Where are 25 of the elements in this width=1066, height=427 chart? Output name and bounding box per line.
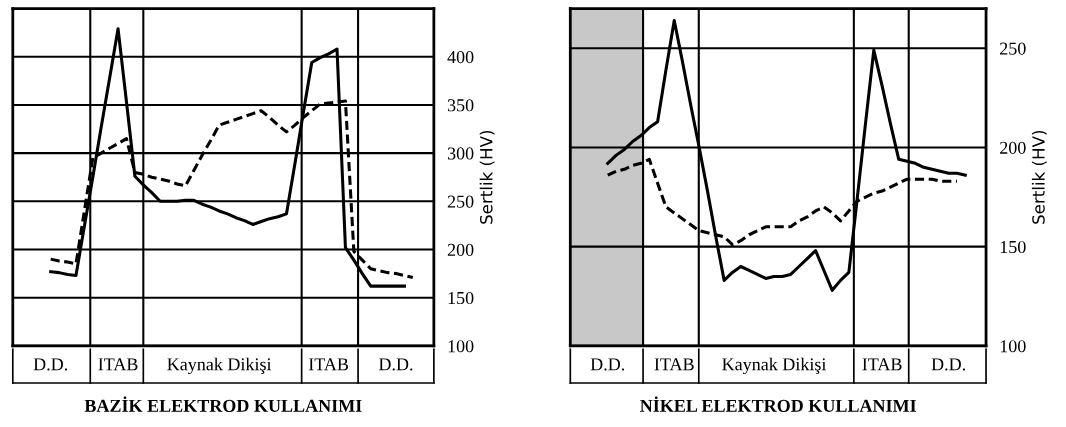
x-tick-label: ITAB xyxy=(654,358,694,371)
y-tick-label: 200 xyxy=(447,243,474,256)
y-axis-title: Sertlik (HV) xyxy=(1031,130,1047,224)
x-tick-label: D.D. xyxy=(931,358,965,371)
x-tick-label: ITAB xyxy=(308,358,349,371)
x-tick-label: Kaynak Dikişi xyxy=(167,357,272,375)
x-tick-label: ITAB xyxy=(98,358,138,371)
y-tick-label: 350 xyxy=(447,99,474,112)
x-tick-label: Kaynak Dikişi xyxy=(722,357,827,375)
y-tick-label: 150 xyxy=(448,291,474,305)
text: BAZİK ELEKTROD KULLANIMI xyxy=(84,396,362,412)
text: NİKEL ELEKTROD KULLANIMI xyxy=(640,396,917,412)
y-tick-label: 400 xyxy=(447,50,474,64)
y-tick-label: 200 xyxy=(1000,141,1026,154)
y-tick-label: 250 xyxy=(447,195,474,208)
y-tick-label: 300 xyxy=(447,147,474,160)
y-tick-label: 100 xyxy=(1000,340,1026,353)
x-tick-label: D.D. xyxy=(378,358,413,371)
y-tick-label: 100 xyxy=(448,340,474,353)
x-tick-label: D.D. xyxy=(33,358,68,371)
x-tick-label: ITAB xyxy=(862,358,902,371)
x-tick-label: D.D. xyxy=(590,358,625,371)
y-axis-title: Sertlik (HV) xyxy=(479,130,495,224)
y-tick-label: 250 xyxy=(1000,42,1026,55)
y-tick-label: 150 xyxy=(1000,240,1026,254)
